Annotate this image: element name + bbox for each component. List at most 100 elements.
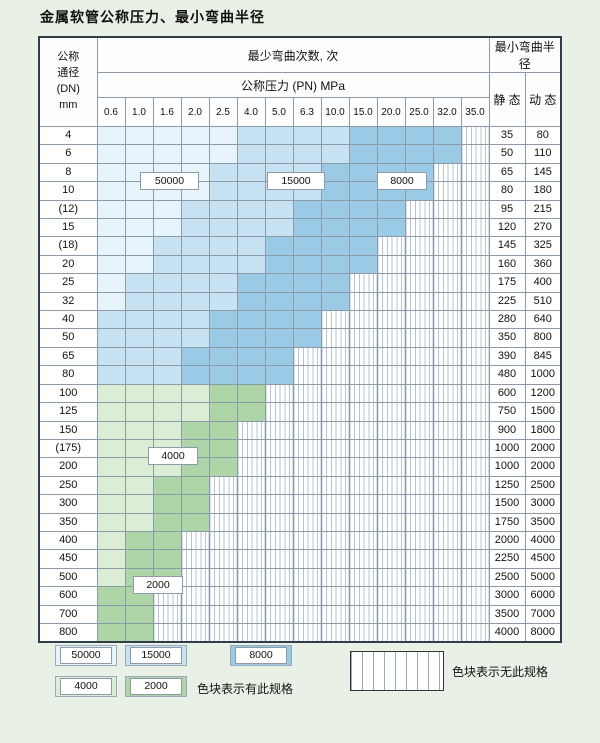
no-spec-cell: [320, 346, 350, 367]
no-spec-cell: [460, 402, 490, 422]
spec-cell: [208, 181, 238, 201]
spec-cell: [96, 622, 126, 643]
legend-chip-8000: 8000: [230, 645, 292, 666]
no-spec-cell: [180, 604, 210, 624]
spec-cell: [124, 383, 154, 404]
no-spec-cell: [292, 604, 322, 624]
no-spec-cell: [376, 254, 406, 275]
spec-cell: [96, 328, 126, 348]
dn-cell: (175): [38, 438, 98, 459]
no-spec-cell: [460, 181, 490, 201]
spec-cell: [208, 144, 238, 164]
pressure-values-row: 0.6 1.0 1.6 2.0 2.5 4.0 5.0 6.3 10.0 15.0 20.0 25.0…: [39, 97, 561, 127]
no-spec-cell: [348, 438, 378, 459]
dn-cell: 80: [38, 365, 98, 385]
static-cell: 160: [488, 254, 526, 275]
spec-cell: [236, 218, 266, 238]
no-spec-cell: [208, 549, 238, 569]
no-spec-cell: [376, 530, 406, 551]
spec-cell: [96, 273, 126, 293]
no-spec-cell: [404, 365, 434, 385]
no-spec-cell: [236, 622, 266, 643]
table-row: 25 175 400: [38, 273, 562, 293]
pressure-col-header: 15.0: [348, 97, 378, 127]
spec-cell: [96, 402, 126, 422]
table-row: 15 120 270: [38, 218, 562, 238]
dn-cell: 350: [38, 512, 98, 532]
no-spec-cell: [432, 457, 462, 477]
table-row: 80 480 1000: [38, 365, 562, 385]
spec-cell: [376, 125, 406, 146]
dynamic-cell: 1000: [524, 365, 562, 385]
table-row: 6 50 110: [38, 144, 562, 164]
no-spec-cell: [292, 530, 322, 551]
table-row: 32 225 510: [38, 291, 562, 312]
table-row: 20 160 360: [38, 254, 562, 275]
no-spec-cell: [348, 328, 378, 348]
dynamic-cell: 145: [524, 162, 562, 183]
dynamic-cell: 1500: [524, 402, 562, 422]
no-spec-cell: [348, 549, 378, 569]
spec-cell: [96, 438, 126, 459]
no-spec-cell: [404, 273, 434, 293]
spec-cell: [264, 328, 294, 348]
no-spec-cell: [320, 475, 350, 496]
no-spec-cell: [432, 365, 462, 385]
no-spec-cell: [404, 622, 434, 643]
spec-cell: [208, 162, 238, 183]
legend-chip-4000: 4000: [55, 676, 117, 697]
table-row: 450 2250 4500: [38, 549, 562, 569]
no-spec-cell: [292, 567, 322, 588]
spec-cell: [96, 549, 126, 569]
spec-cell: [320, 125, 350, 146]
table-row: 500 2500 5000: [38, 567, 562, 588]
spec-cell: [208, 438, 238, 459]
no-spec-cell: [432, 199, 462, 220]
spec-cell: [180, 218, 210, 238]
no-spec-cell: [180, 530, 210, 551]
region-label-2000: 2000: [133, 576, 183, 594]
no-spec-cell: [236, 457, 266, 477]
no-spec-cell: [264, 402, 294, 422]
no-spec-cell: [320, 567, 350, 588]
no-spec-cell: [348, 291, 378, 312]
no-spec-cell: [460, 218, 490, 238]
no-spec-cell: [320, 512, 350, 532]
dynamic-cell: 3500: [524, 512, 562, 532]
spec-cell: [320, 218, 350, 238]
spec-cell: [208, 328, 238, 348]
pressure-col-header: 1.6: [152, 97, 182, 127]
pressure-col-header: 35.0: [460, 97, 490, 127]
no-spec-cell: [432, 530, 462, 551]
spec-cell: [124, 273, 154, 293]
no-spec-cell: [404, 236, 434, 256]
no-spec-cell: [432, 273, 462, 293]
no-spec-cell: [376, 604, 406, 624]
no-spec-cell: [208, 604, 238, 624]
spec-cell: [208, 310, 238, 330]
spec-cell: [180, 254, 210, 275]
no-spec-cell: [348, 512, 378, 532]
spec-cell: [152, 383, 182, 404]
no-spec-cell: [292, 512, 322, 532]
pressure-col-header: 2.0: [180, 97, 210, 127]
no-spec-cell: [320, 622, 350, 643]
dn-cell: 6: [38, 144, 98, 164]
dn-cell: 25: [38, 273, 98, 293]
no-spec-cell: [320, 604, 350, 624]
spec-cell: [208, 457, 238, 477]
no-spec-cell: [460, 346, 490, 367]
no-spec-cell: [292, 586, 322, 606]
spec-cell: [96, 365, 126, 385]
no-spec-cell: [460, 144, 490, 164]
no-spec-cell: [292, 365, 322, 385]
legend-chip-15000: 15000: [125, 645, 187, 666]
static-cell: 390: [488, 346, 526, 367]
dynamic-cell: 80: [524, 125, 562, 146]
no-spec-cell: [404, 402, 434, 422]
spec-cell: [236, 254, 266, 275]
spec-cell: [124, 218, 154, 238]
no-spec-cell: [460, 567, 490, 588]
pressure-col-header: 25.0: [404, 97, 434, 127]
table-row: 40 280 640: [38, 310, 562, 330]
